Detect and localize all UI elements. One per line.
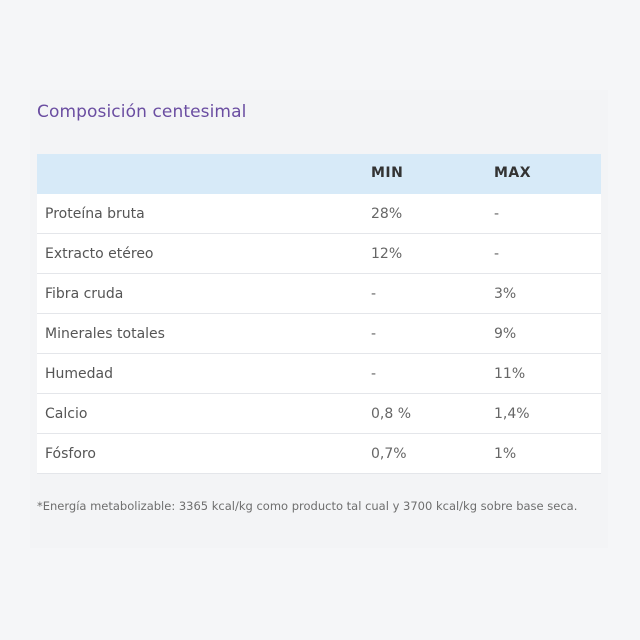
row-name: Minerales totales: [45, 326, 165, 342]
row-max: 1%: [494, 446, 517, 462]
row-min: 28%: [371, 206, 403, 222]
row-max: 3%: [494, 286, 517, 302]
table-row: Fibra cruda - 3%: [37, 274, 601, 314]
row-min: -: [371, 366, 377, 382]
row-name: Calcio: [45, 406, 88, 422]
row-max: 11%: [494, 366, 526, 382]
row-max: -: [494, 246, 500, 262]
row-name: Extracto etéreo: [45, 246, 154, 262]
row-name: Fósforo: [45, 446, 96, 462]
table-row: Humedad - 11%: [37, 354, 601, 394]
section-title: Composición centesimal: [37, 102, 247, 122]
header-min: MIN: [371, 165, 404, 181]
row-min: -: [371, 286, 377, 302]
table-row: Calcio 0,8 % 1,4%: [37, 394, 601, 434]
row-max: -: [494, 206, 500, 222]
row-max: 9%: [494, 326, 517, 342]
row-name: Humedad: [45, 366, 114, 382]
row-min: 0,8 %: [371, 406, 412, 422]
header-max: MAX: [494, 165, 532, 181]
row-name: Proteína bruta: [45, 206, 145, 222]
table-row: Extracto etéreo 12% -: [37, 234, 601, 274]
row-max: 1,4%: [494, 406, 530, 422]
table-header-row: MIN MAX: [37, 154, 601, 194]
row-min: 0,7%: [371, 446, 407, 462]
energy-footnote: *Energía metabolizable: 3365 kcal/kg com…: [37, 499, 578, 513]
row-name: Fibra cruda: [45, 286, 124, 302]
table-row: Fósforo 0,7% 1%: [37, 434, 601, 474]
row-min: 12%: [371, 246, 403, 262]
composition-table: MIN MAX Proteína bruta 28% - Extracto et…: [37, 154, 601, 474]
row-min: -: [371, 326, 377, 342]
table-row: Minerales totales - 9%: [37, 314, 601, 354]
table-row: Proteína bruta 28% -: [37, 194, 601, 234]
